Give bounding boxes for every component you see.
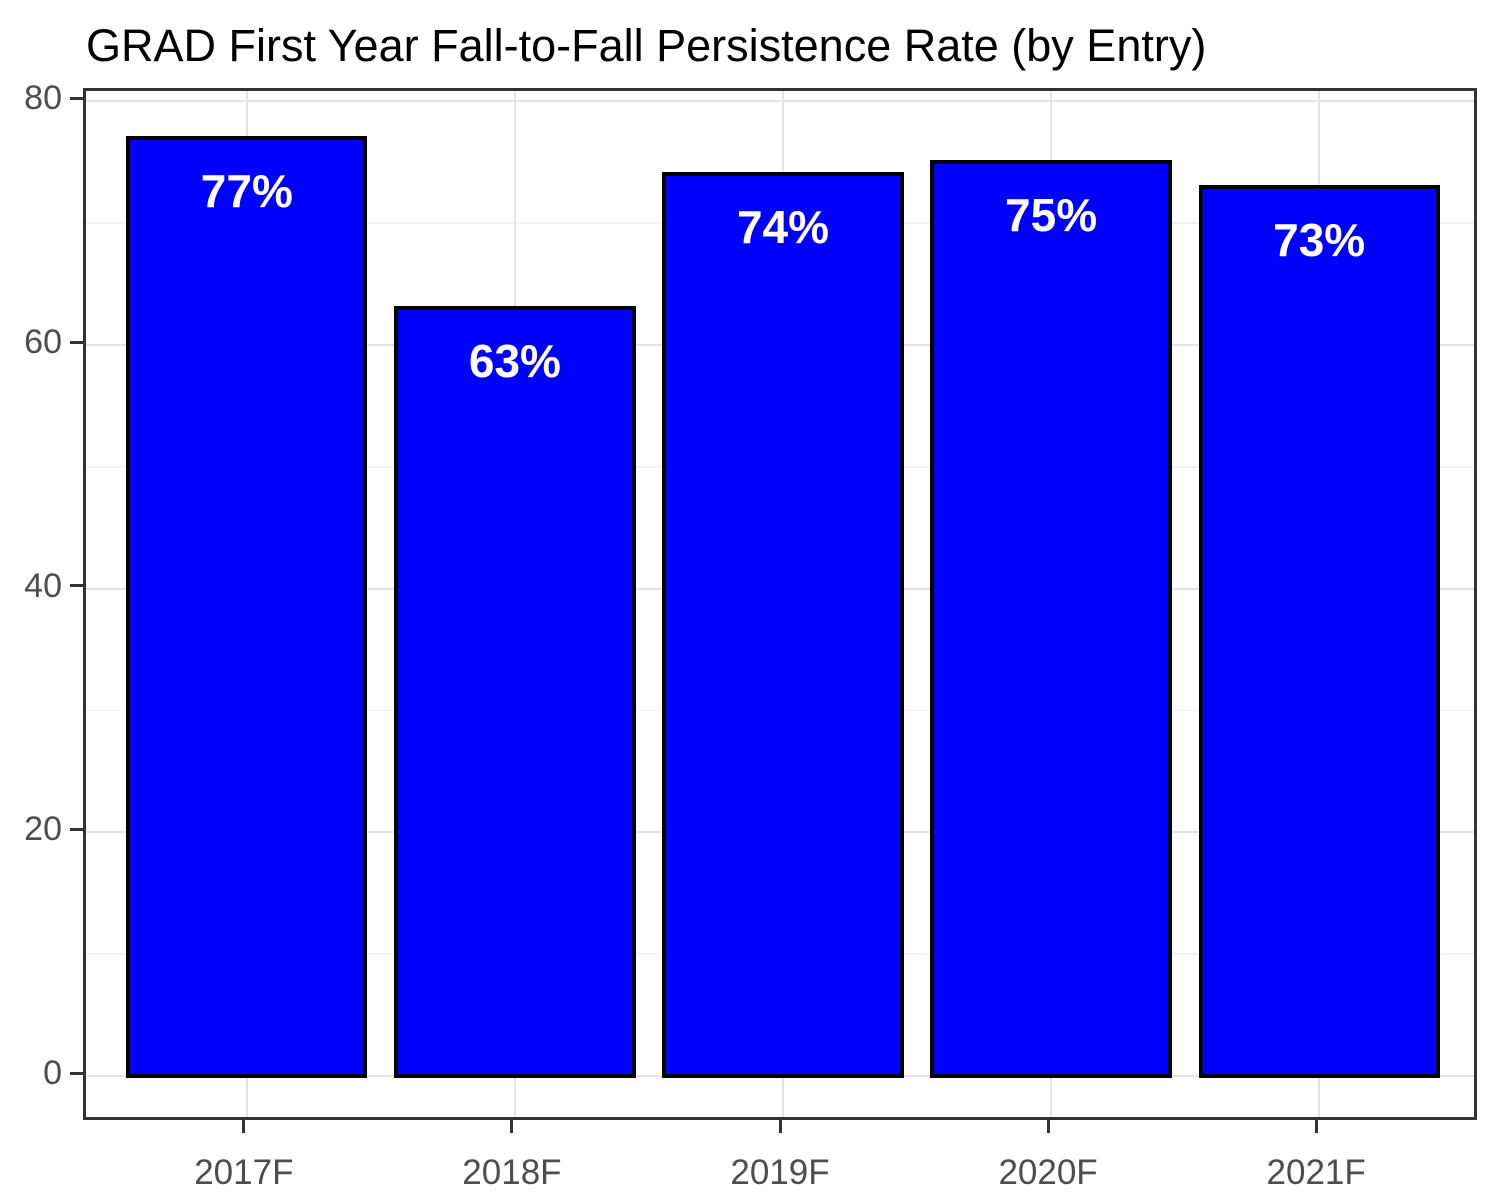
y-tick-mark bbox=[70, 1071, 83, 1075]
y-tick-mark bbox=[70, 96, 83, 100]
y-tick-label: 20 bbox=[24, 810, 62, 849]
y-tick-label: 80 bbox=[24, 79, 62, 118]
x-tick-mark bbox=[1314, 1120, 1318, 1133]
x-tick-label: 2017F bbox=[194, 1153, 294, 1192]
x-tick-mark bbox=[778, 1120, 782, 1133]
chart-title: GRAD First Year Fall-to-Fall Persistence… bbox=[86, 20, 1207, 71]
y-tick-mark bbox=[70, 584, 83, 588]
x-tick-mark bbox=[510, 1120, 514, 1133]
plot-panel: 77% 63% 74% 75% 73% bbox=[83, 88, 1477, 1120]
bar: 74% bbox=[662, 172, 904, 1079]
bar: 77% bbox=[126, 135, 368, 1079]
bar-value-label: 74% bbox=[736, 201, 830, 254]
y-tick-mark bbox=[70, 340, 83, 344]
x-tick-label: 2019F bbox=[730, 1153, 830, 1192]
x-tick-mark bbox=[242, 1120, 246, 1133]
x-tick-label: 2021F bbox=[1266, 1153, 1366, 1192]
x-tick-label: 2018F bbox=[462, 1153, 562, 1192]
bar-value-label: 75% bbox=[1005, 189, 1098, 242]
bar-value-label: 73% bbox=[1273, 213, 1366, 266]
bar: 75% bbox=[930, 160, 1172, 1079]
gridline-major bbox=[86, 100, 1474, 103]
y-tick-label: 0 bbox=[43, 1054, 62, 1093]
x-tick-label: 2020F bbox=[998, 1153, 1098, 1192]
y-tick-mark bbox=[70, 827, 83, 831]
x-tick-mark bbox=[1046, 1120, 1050, 1133]
y-tick-label: 60 bbox=[24, 323, 62, 362]
bar: 73% bbox=[1198, 184, 1440, 1079]
bar-value-label: 77% bbox=[200, 164, 293, 217]
bar: 63% bbox=[394, 306, 636, 1079]
bar-value-label: 63% bbox=[468, 335, 561, 388]
y-tick-label: 40 bbox=[24, 566, 62, 605]
